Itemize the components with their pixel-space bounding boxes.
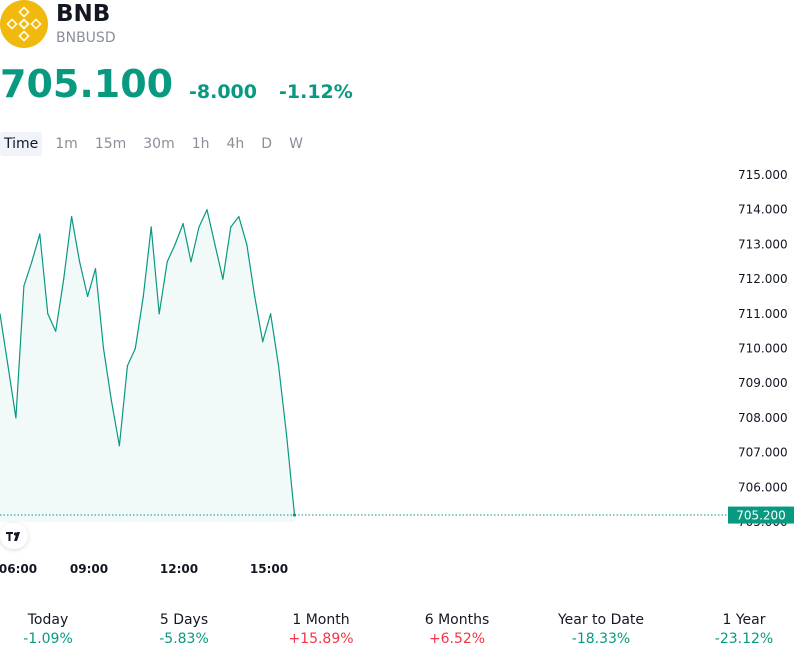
tab-time[interactable]: Time bbox=[0, 132, 42, 156]
y-tick-label: 713.000 bbox=[738, 237, 788, 251]
stat-6-months[interactable]: 6 Months +6.52% bbox=[412, 610, 502, 648]
stat-today[interactable]: Today -1.09% bbox=[8, 610, 88, 648]
data-point bbox=[238, 216, 239, 217]
stat-1-year[interactable]: 1 Year -23.12% bbox=[704, 610, 784, 648]
data-point bbox=[143, 296, 144, 297]
stat-value: -23.12% bbox=[704, 630, 784, 648]
data-point bbox=[135, 348, 136, 349]
data-point bbox=[71, 216, 72, 217]
tab-30m[interactable]: 30m bbox=[139, 132, 178, 156]
data-point bbox=[63, 279, 64, 280]
tradingview-icon bbox=[0, 523, 28, 549]
data-point bbox=[95, 268, 96, 269]
data-point bbox=[87, 296, 88, 297]
data-point bbox=[55, 331, 56, 332]
x-tick-label: 12:00 bbox=[160, 562, 198, 576]
data-point bbox=[103, 348, 104, 349]
x-tick-label: 09:00 bbox=[70, 562, 108, 576]
data-point bbox=[230, 226, 231, 227]
data-point bbox=[222, 279, 223, 280]
data-point bbox=[183, 223, 184, 224]
interval-tabs: Time 1m 15m 30m 1h 4h D W bbox=[0, 132, 316, 156]
y-tick-label: 712.000 bbox=[738, 272, 788, 286]
price-change-absolute: -8.000 bbox=[189, 81, 257, 103]
data-point bbox=[167, 261, 168, 262]
symbol-pair: BNBUSD bbox=[56, 30, 116, 46]
data-point bbox=[39, 233, 40, 234]
data-point bbox=[111, 400, 112, 401]
stat-value: -1.09% bbox=[8, 630, 88, 648]
stat-5-days[interactable]: 5 Days -5.83% bbox=[144, 610, 224, 648]
price-change-percent: -1.12% bbox=[279, 81, 353, 103]
data-point bbox=[214, 244, 215, 245]
price-chart[interactable]: 715.000 714.000 713.000 712.000 711.000 710.0… bbox=[0, 160, 800, 590]
y-tick-label: 711.000 bbox=[738, 307, 788, 321]
last-point-marker bbox=[293, 513, 296, 516]
stat-label: Year to Date bbox=[546, 610, 656, 630]
x-tick-label: 15:00 bbox=[250, 562, 288, 576]
stat-value: +6.52% bbox=[412, 630, 502, 648]
data-point bbox=[190, 261, 191, 262]
stat-label: 5 Days bbox=[144, 610, 224, 630]
data-point bbox=[47, 313, 48, 314]
tab-w[interactable]: W bbox=[285, 132, 307, 156]
stat-label: Today bbox=[8, 610, 88, 630]
stat-year-to-date[interactable]: Year to Date -18.33% bbox=[546, 610, 656, 648]
stat-label: 1 Month bbox=[276, 610, 366, 630]
stat-value: -5.83% bbox=[144, 630, 224, 648]
last-value-label: 705.200 bbox=[736, 509, 786, 523]
data-point bbox=[270, 313, 271, 314]
tab-15m[interactable]: 15m bbox=[91, 132, 130, 156]
data-point bbox=[159, 313, 160, 314]
y-tick-label: 708.000 bbox=[738, 411, 788, 425]
data-point bbox=[278, 365, 279, 366]
data-point bbox=[206, 209, 207, 210]
y-tick-label: 706.000 bbox=[738, 480, 788, 494]
stat-value: -18.33% bbox=[546, 630, 656, 648]
tab-1m[interactable]: 1m bbox=[51, 132, 82, 156]
tab-4h[interactable]: 4h bbox=[223, 132, 249, 156]
data-point bbox=[254, 296, 255, 297]
data-point bbox=[151, 226, 152, 227]
data-point bbox=[198, 226, 199, 227]
data-point bbox=[79, 261, 80, 262]
y-tick-label: 707.000 bbox=[738, 446, 788, 460]
stat-1-month[interactable]: 1 Month +15.89% bbox=[276, 610, 366, 648]
data-point bbox=[31, 261, 32, 262]
stat-value: +15.89% bbox=[276, 630, 366, 648]
y-tick-label: 709.000 bbox=[738, 376, 788, 390]
tab-d[interactable]: D bbox=[257, 132, 276, 156]
data-point bbox=[127, 365, 128, 366]
x-tick-label: 06:00 bbox=[0, 562, 37, 576]
stat-label: 6 Months bbox=[412, 610, 502, 630]
data-point bbox=[175, 244, 176, 245]
symbol-name: BNB bbox=[56, 1, 110, 27]
current-price: 705.100 bbox=[0, 62, 173, 106]
y-tick-label: 714.000 bbox=[738, 203, 788, 217]
data-point bbox=[246, 244, 247, 245]
data-point bbox=[119, 445, 120, 446]
data-point bbox=[23, 285, 24, 286]
bnb-logo-icon bbox=[0, 0, 48, 48]
tab-1h[interactable]: 1h bbox=[188, 132, 214, 156]
stat-label: 1 Year bbox=[704, 610, 784, 630]
y-tick-label: 710.000 bbox=[738, 342, 788, 356]
tradingview-logo[interactable] bbox=[0, 523, 28, 549]
data-point bbox=[7, 365, 8, 366]
data-point bbox=[15, 417, 16, 418]
performance-stats: Today -1.09% 5 Days -5.83% 1 Month +15.8… bbox=[0, 610, 800, 658]
y-tick-label: 715.000 bbox=[738, 168, 788, 182]
data-point bbox=[286, 435, 287, 436]
data-point bbox=[262, 341, 263, 342]
